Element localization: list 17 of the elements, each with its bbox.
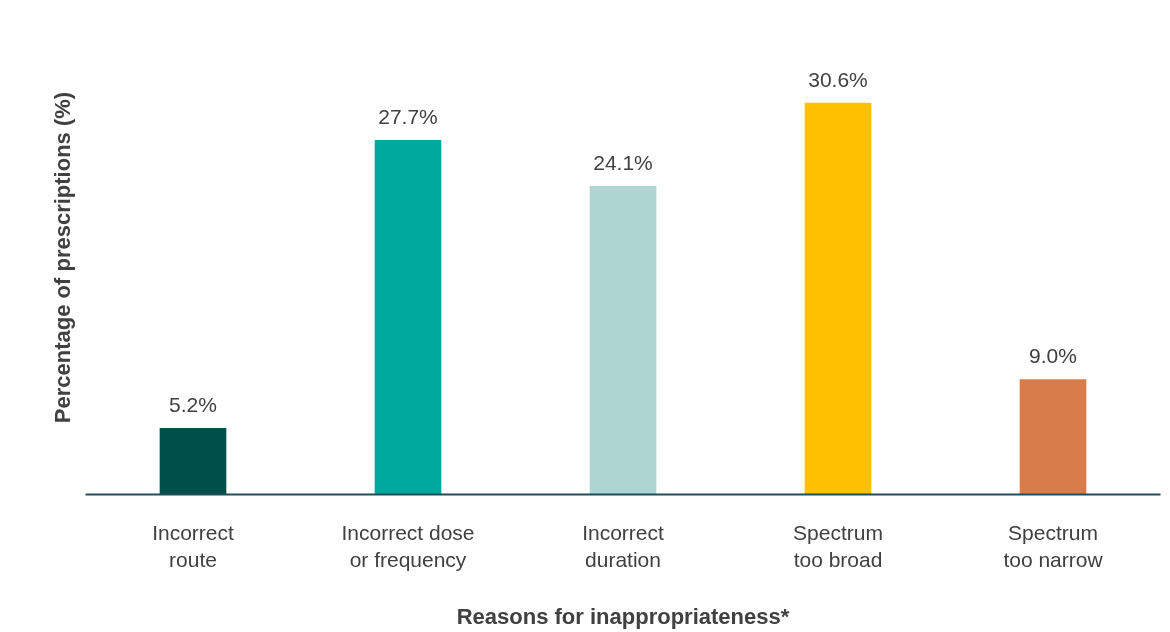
x-tick-label: Spectrum too broad [793,520,883,572]
data-label: 24.1% [593,150,653,174]
data-label: 30.6% [808,67,868,91]
bar [374,139,442,495]
data-label: 9.0% [1029,344,1077,368]
bar [1019,379,1087,495]
bar [804,102,872,495]
bar [159,427,227,495]
x-tick-label: Incorrect duration [582,520,665,572]
x-tick-label: Incorrect dose or frequency [341,520,475,572]
y-axis-title: Percentage of prescriptions (%) [49,91,75,424]
x-tick-label: Spectrum too narrow [1003,520,1104,572]
data-label: 27.7% [378,104,438,128]
bar [589,185,657,495]
x-tick-label: Incorrect route [152,520,235,572]
x-axis-title: Reasons for inappropriateness* [456,604,790,630]
data-label: 5.2% [169,392,217,416]
